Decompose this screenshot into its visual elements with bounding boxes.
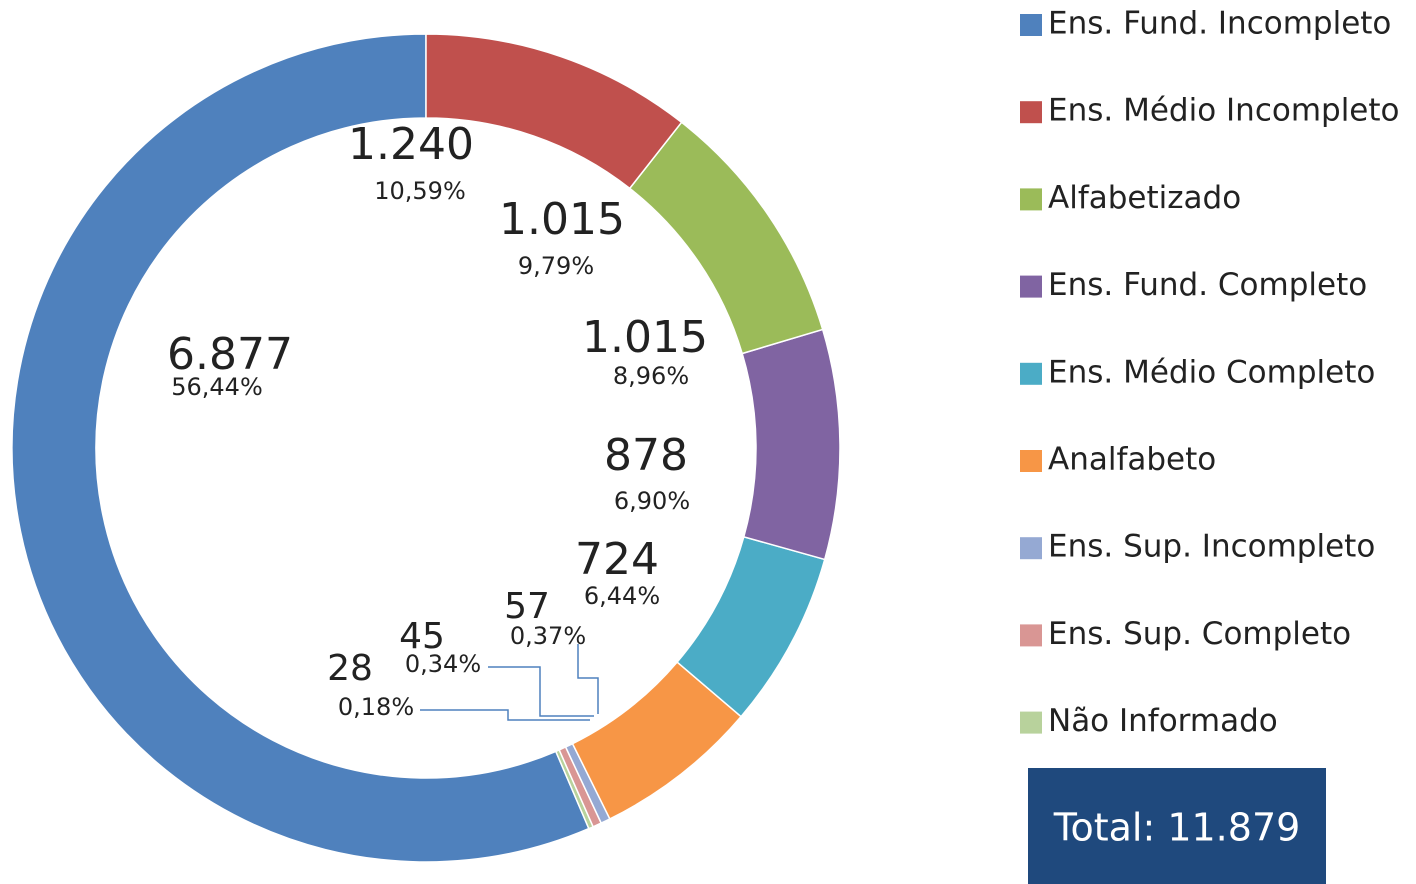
value-label: 6.877: [167, 329, 293, 380]
legend-swatch: [1020, 624, 1042, 647]
percentage-label: 6,44%: [584, 582, 660, 610]
slice: [11, 33, 590, 863]
legend-label: Não Informado: [1048, 703, 1278, 739]
legend-swatch: [1020, 537, 1042, 560]
total-label: Total: 11.879: [1053, 806, 1301, 850]
value-label: 878: [604, 430, 688, 481]
slice: [628, 121, 824, 355]
value-label: 45: [399, 616, 445, 657]
legend-swatch: [1020, 711, 1042, 734]
percentage-label: 0,34%: [405, 650, 481, 678]
percentage-label: 8,96%: [613, 362, 689, 390]
legend-label: Ens. Sup. Incompleto: [1048, 529, 1375, 565]
legend-label: Ens. Fund. Incompleto: [1048, 6, 1391, 42]
slice: [741, 328, 841, 561]
value-label: 1.015: [499, 194, 625, 245]
legend-swatch: [1020, 275, 1042, 298]
value-label: 57: [504, 586, 550, 627]
value-label: 1.240: [348, 119, 474, 170]
legend-label: Analfabeto: [1048, 442, 1216, 478]
slice: [676, 535, 826, 718]
legend-swatch: [1020, 362, 1042, 385]
slice: [425, 33, 683, 190]
legend-swatch: [1020, 188, 1042, 211]
legend-swatch: [1020, 14, 1042, 36]
legend-label: Ens. Médio Incompleto: [1048, 93, 1400, 129]
legend-swatch: [1020, 101, 1042, 124]
value-label: 724: [575, 534, 659, 585]
leader-line: [577, 644, 599, 714]
legend-label: Ens. Sup. Completo: [1048, 616, 1351, 652]
value-label: 1.015: [582, 312, 708, 363]
percentage-label: 0,18%: [338, 693, 414, 721]
legend-label: Ens. Fund. Completo: [1048, 267, 1367, 303]
legend-swatch: [1020, 450, 1042, 472]
percentage-label: 10,59%: [374, 177, 466, 205]
percentage-label: 6,90%: [614, 487, 690, 515]
legend-label: Alfabetizado: [1048, 180, 1241, 216]
leader-line: [420, 709, 590, 721]
slice: [571, 661, 743, 820]
total-box: [1028, 768, 1326, 884]
legend-label: Ens. Médio Completo: [1048, 354, 1375, 390]
percentage-label: 9,79%: [518, 252, 594, 280]
leader-line: [488, 666, 594, 717]
percentage-label: 0,37%: [510, 622, 586, 650]
percentage-label: 56,44%: [171, 373, 263, 401]
value-label: 28: [327, 648, 373, 689]
